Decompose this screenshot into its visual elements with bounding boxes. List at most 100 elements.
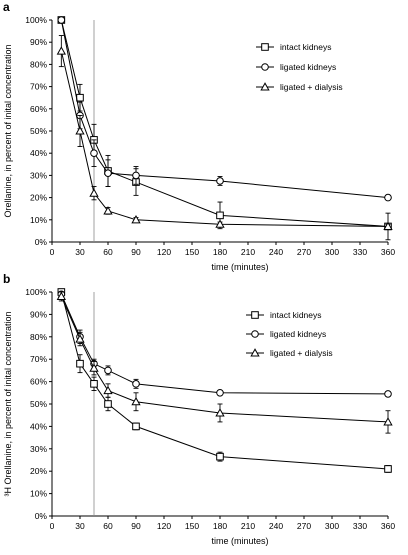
data-point	[76, 93, 84, 102]
y-tick-label: 20%	[30, 466, 47, 476]
x-tick-label: 240	[269, 521, 283, 531]
legend-marker	[261, 63, 269, 71]
series-line	[60, 294, 389, 395]
data-point	[216, 389, 224, 397]
y-tick-label: 0%	[35, 237, 48, 247]
chart-panel-b: b 0% 10% 20% 30% 40% 50% 60% 70% 80% 90% 100% 0 30 60 9…	[3, 272, 395, 546]
x-tick-label: 60	[103, 247, 113, 257]
x-tick-label: 360	[381, 521, 395, 531]
y-tick-label: 60%	[30, 104, 47, 114]
y-tick-label: 80%	[30, 332, 47, 342]
data-point	[216, 177, 224, 185]
y-axis-label: Orellanine, in percent of inital concent…	[3, 44, 13, 217]
x-tick-label: 300	[325, 521, 339, 531]
x-tick-label: 90	[131, 521, 141, 531]
series-circle	[57, 16, 392, 202]
legend-label: ligated + dialysis	[280, 82, 343, 92]
series-line	[60, 19, 389, 227]
legend-marker	[260, 82, 270, 91]
x-tick-label: 120	[157, 521, 171, 531]
x-tick-label: 30	[75, 521, 85, 531]
x-tick-label: 210	[241, 521, 255, 531]
panel-letter: b	[3, 272, 10, 286]
x-tick-label: 360	[381, 247, 395, 257]
data-point	[216, 211, 224, 220]
data-point	[215, 219, 225, 228]
legend-label: ligated kidneys	[280, 62, 336, 72]
legend-marker	[251, 311, 259, 319]
legend-label: ligated + dialysis	[270, 348, 333, 358]
series-line	[60, 50, 389, 227]
data-point	[383, 417, 393, 426]
data-point	[103, 206, 113, 215]
y-tick-label: 60%	[30, 377, 47, 387]
series-triangle	[56, 35, 393, 230]
y-tick-label: 10%	[30, 215, 47, 225]
legend: intact kidneys ligated kidneys ligated + d…	[256, 42, 343, 92]
series-line	[60, 291, 389, 470]
x-tick-label: 150	[185, 521, 199, 531]
data-point	[384, 465, 392, 473]
data-point	[104, 366, 112, 375]
x-tick-label: 330	[353, 521, 367, 531]
x-axis-label: time (minutes)	[211, 262, 268, 272]
y-tick-label: 30%	[30, 444, 47, 454]
y-tick-label: 70%	[30, 82, 47, 92]
y-tick-label: 100%	[25, 287, 47, 297]
y-axis-label: ³H Orellanine, in percent of inital conc…	[3, 311, 13, 496]
y-tick-label: 0%	[35, 511, 48, 521]
y-tick-label: 100%	[25, 15, 47, 25]
y-tick-label: 90%	[30, 309, 47, 319]
x-axis-label: time (minutes)	[211, 536, 268, 546]
data-point	[104, 169, 112, 177]
data-point	[76, 359, 84, 368]
x-tick-label: 210	[241, 247, 255, 257]
chart-panel-a: a 0% 10% 20% 30% 40% 50% 60% 70% 80% 90% 100% 0 30 60 9…	[3, 0, 395, 272]
data-point	[132, 422, 140, 431]
x-tick-label: 120	[157, 247, 171, 257]
data-point	[384, 390, 392, 398]
data-point	[56, 291, 66, 301]
data-point	[131, 214, 141, 224]
data-point	[56, 46, 66, 55]
x-tick-label: 60	[103, 521, 113, 531]
x-tick-label: 90	[131, 247, 141, 257]
data-point	[104, 400, 112, 408]
y-tick-label: 90%	[30, 37, 47, 47]
y-tick-label: 40%	[30, 421, 47, 431]
series-square	[57, 288, 392, 473]
y-tick-label: 50%	[30, 126, 47, 136]
data-point	[384, 193, 392, 202]
legend-marker	[251, 330, 259, 338]
data-point	[215, 408, 225, 417]
data-point	[75, 334, 85, 343]
x-tick-label: 240	[269, 247, 283, 257]
x-tick-label: 330	[353, 247, 367, 257]
data-point	[89, 363, 99, 372]
data-point	[131, 396, 141, 406]
data-point	[103, 385, 113, 395]
x-tick-label: 150	[185, 247, 199, 257]
data-point	[90, 149, 98, 157]
x-tick-label: 270	[297, 247, 311, 257]
y-tick-label: 10%	[30, 489, 47, 499]
data-point	[89, 188, 99, 197]
x-tick-label: 270	[297, 521, 311, 531]
y-tick-label: 70%	[30, 354, 47, 364]
x-tick-label: 0	[50, 247, 55, 257]
data-point	[383, 221, 393, 230]
series-circle	[57, 290, 392, 398]
data-point	[132, 380, 140, 388]
data-point	[216, 452, 224, 461]
x-tick-label: 0	[50, 521, 55, 531]
legend-label: intact kidneys	[280, 42, 332, 52]
x-tick-label: 180	[213, 247, 227, 257]
data-point	[132, 171, 140, 180]
y-tick-label: 30%	[30, 170, 47, 180]
legend-label: ligated kidneys	[270, 329, 326, 339]
data-point	[75, 126, 85, 135]
series-triangle	[56, 291, 393, 434]
legend: intact kidneys ligated kidneys ligated + d…	[246, 310, 333, 358]
